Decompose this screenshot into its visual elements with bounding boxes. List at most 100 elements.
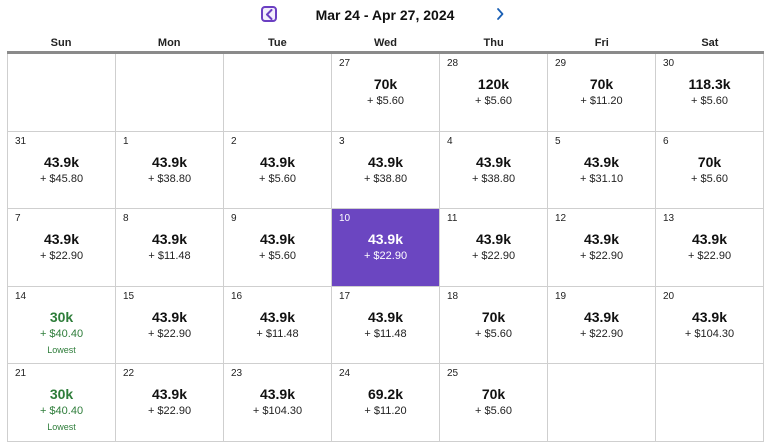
day-cell[interactable]: 10 43.9k + $22.90 <box>332 209 440 287</box>
day-number: 9 <box>231 213 237 225</box>
points-price: 30k <box>49 386 74 403</box>
points-price: 43.9k <box>259 153 296 170</box>
previous-month-button[interactable] <box>261 6 277 22</box>
day-number: 28 <box>447 58 459 69</box>
taxes-fees: + $5.60 <box>474 95 512 107</box>
day-cell[interactable]: 8 43.9k + $11.48 <box>116 209 224 287</box>
day-number: 3 <box>339 135 345 147</box>
points-price: 70k <box>697 153 722 170</box>
day-cell[interactable]: 21 30k + $40.40 Lowest <box>8 364 116 442</box>
day-cell[interactable]: 23 43.9k + $104.30 <box>224 364 332 442</box>
day-number: 15 <box>123 290 135 302</box>
taxes-fees: + $5.60 <box>474 405 512 418</box>
taxes-fees: + $5.60 <box>258 172 296 185</box>
calendar-grid: 27 70k + $5.60 28 120k + $5.60 29 70k + $11.20 30… <box>7 54 764 442</box>
day-number: 13 <box>663 213 675 225</box>
taxes-fees: + $5.60 <box>258 250 296 263</box>
day-number: 27 <box>339 58 351 69</box>
points-price: 43.9k <box>259 231 296 248</box>
points-price: 43.9k <box>151 231 188 248</box>
day-cell[interactable]: 16 43.9k + $11.48 <box>224 286 332 365</box>
weekday-sat: Sat <box>701 37 719 49</box>
lowest-price-label: Lowest <box>47 422 76 433</box>
day-number: 25 <box>447 368 459 380</box>
calendar-navigation: Mar 24 - Apr 27, 2024 <box>0 0 770 32</box>
day-number: 22 <box>123 368 135 380</box>
day-number: 12 <box>555 213 567 225</box>
points-price: 43.9k <box>367 308 404 325</box>
points-price: 118.3k <box>688 76 731 92</box>
points-price: 43.9k <box>583 153 620 170</box>
day-cell[interactable]: 27 70k + $5.60 <box>332 54 440 132</box>
points-price: 43.9k <box>583 308 620 325</box>
taxes-fees: + $22.90 <box>579 250 624 263</box>
day-cell[interactable]: 20 43.9k + $104.30 <box>656 286 764 365</box>
day-cell[interactable]: 5 43.9k + $31.10 <box>548 131 656 210</box>
points-price: 43.9k <box>151 153 188 170</box>
day-cell[interactable]: 24 69.2k + $11.20 <box>332 364 440 442</box>
chevron-left-icon <box>266 9 273 20</box>
taxes-fees: + $5.60 <box>690 172 728 185</box>
day-number: 4 <box>447 135 453 147</box>
day-cell[interactable]: 3 43.9k + $38.80 <box>332 131 440 210</box>
day-cell[interactable]: 13 43.9k + $22.90 <box>656 209 764 287</box>
header-divider <box>7 51 764 54</box>
points-price: 69.2k <box>367 386 404 403</box>
taxes-fees: + $5.60 <box>366 95 404 107</box>
taxes-fees: + $5.60 <box>690 95 728 107</box>
weekday-sun: Sun <box>50 37 72 49</box>
points-price: 43.9k <box>475 231 512 248</box>
day-cell[interactable]: 19 43.9k + $22.90 <box>548 286 656 365</box>
date-range-title: Mar 24 - Apr 27, 2024 <box>315 7 455 23</box>
day-number: 2 <box>231 135 237 147</box>
day-cell[interactable]: 7 43.9k + $22.90 <box>8 209 116 287</box>
day-cell[interactable]: 11 43.9k + $22.90 <box>440 209 548 287</box>
day-cell[interactable]: 9 43.9k + $5.60 <box>224 209 332 287</box>
taxes-fees: + $22.90 <box>39 250 84 263</box>
day-cell[interactable]: 28 120k + $5.60 <box>440 54 548 132</box>
next-month-button[interactable] <box>495 7 509 23</box>
points-price: 43.9k <box>475 153 512 170</box>
taxes-fees: + $31.10 <box>579 172 624 185</box>
chevron-right-icon <box>497 8 504 20</box>
points-price: 120k <box>477 76 510 92</box>
day-number: 19 <box>555 290 567 302</box>
taxes-fees: + $104.30 <box>252 405 303 418</box>
points-price: 70k <box>481 386 506 403</box>
lowest-price-label: Lowest <box>47 344 76 355</box>
taxes-fees: + $40.40 <box>39 327 84 340</box>
day-number: 21 <box>15 368 27 380</box>
weekday-tue: Tue <box>267 37 287 49</box>
day-cell[interactable]: 31 43.9k + $45.80 <box>8 131 116 210</box>
day-cell[interactable]: 25 70k + $5.60 <box>440 364 548 442</box>
day-cell[interactable]: 2 43.9k + $5.60 <box>224 131 332 210</box>
day-cell[interactable]: 18 70k + $5.60 <box>440 286 548 365</box>
points-price: 43.9k <box>583 231 620 248</box>
points-price: 43.9k <box>691 308 728 325</box>
day-cell[interactable]: 17 43.9k + $11.48 <box>332 286 440 365</box>
day-cell[interactable]: 12 43.9k + $22.90 <box>548 209 656 287</box>
day-number: 5 <box>555 135 561 147</box>
day-number: 31 <box>15 135 27 147</box>
points-price: 70k <box>589 76 614 92</box>
day-cell[interactable]: 30 118.3k + $5.60 <box>656 54 764 132</box>
weekday-mon: Mon <box>157 37 181 49</box>
taxes-fees: + $104.30 <box>684 327 735 340</box>
day-cell[interactable]: 29 70k + $11.20 <box>548 54 656 132</box>
day-cell[interactable]: 14 30k + $40.40 Lowest <box>8 286 116 365</box>
empty-day-cell <box>8 54 116 132</box>
taxes-fees: + $11.48 <box>364 327 407 340</box>
empty-day-cell <box>224 54 332 132</box>
day-cell[interactable]: 15 43.9k + $22.90 <box>116 286 224 365</box>
day-number: 30 <box>663 58 675 69</box>
day-number: 18 <box>447 290 459 302</box>
day-number: 17 <box>339 290 351 302</box>
points-price: 70k <box>373 76 398 92</box>
weekday-header: Sun Mon Tue Wed Thu Fri Sat <box>7 36 764 52</box>
day-cell[interactable]: 1 43.9k + $38.80 <box>116 131 224 210</box>
day-cell[interactable]: 22 43.9k + $22.90 <box>116 364 224 442</box>
taxes-fees: + $40.40 <box>39 405 84 418</box>
day-cell[interactable]: 6 70k + $5.60 <box>656 131 764 210</box>
day-cell[interactable]: 4 43.9k + $38.80 <box>440 131 548 210</box>
taxes-fees: + $22.90 <box>363 250 408 263</box>
